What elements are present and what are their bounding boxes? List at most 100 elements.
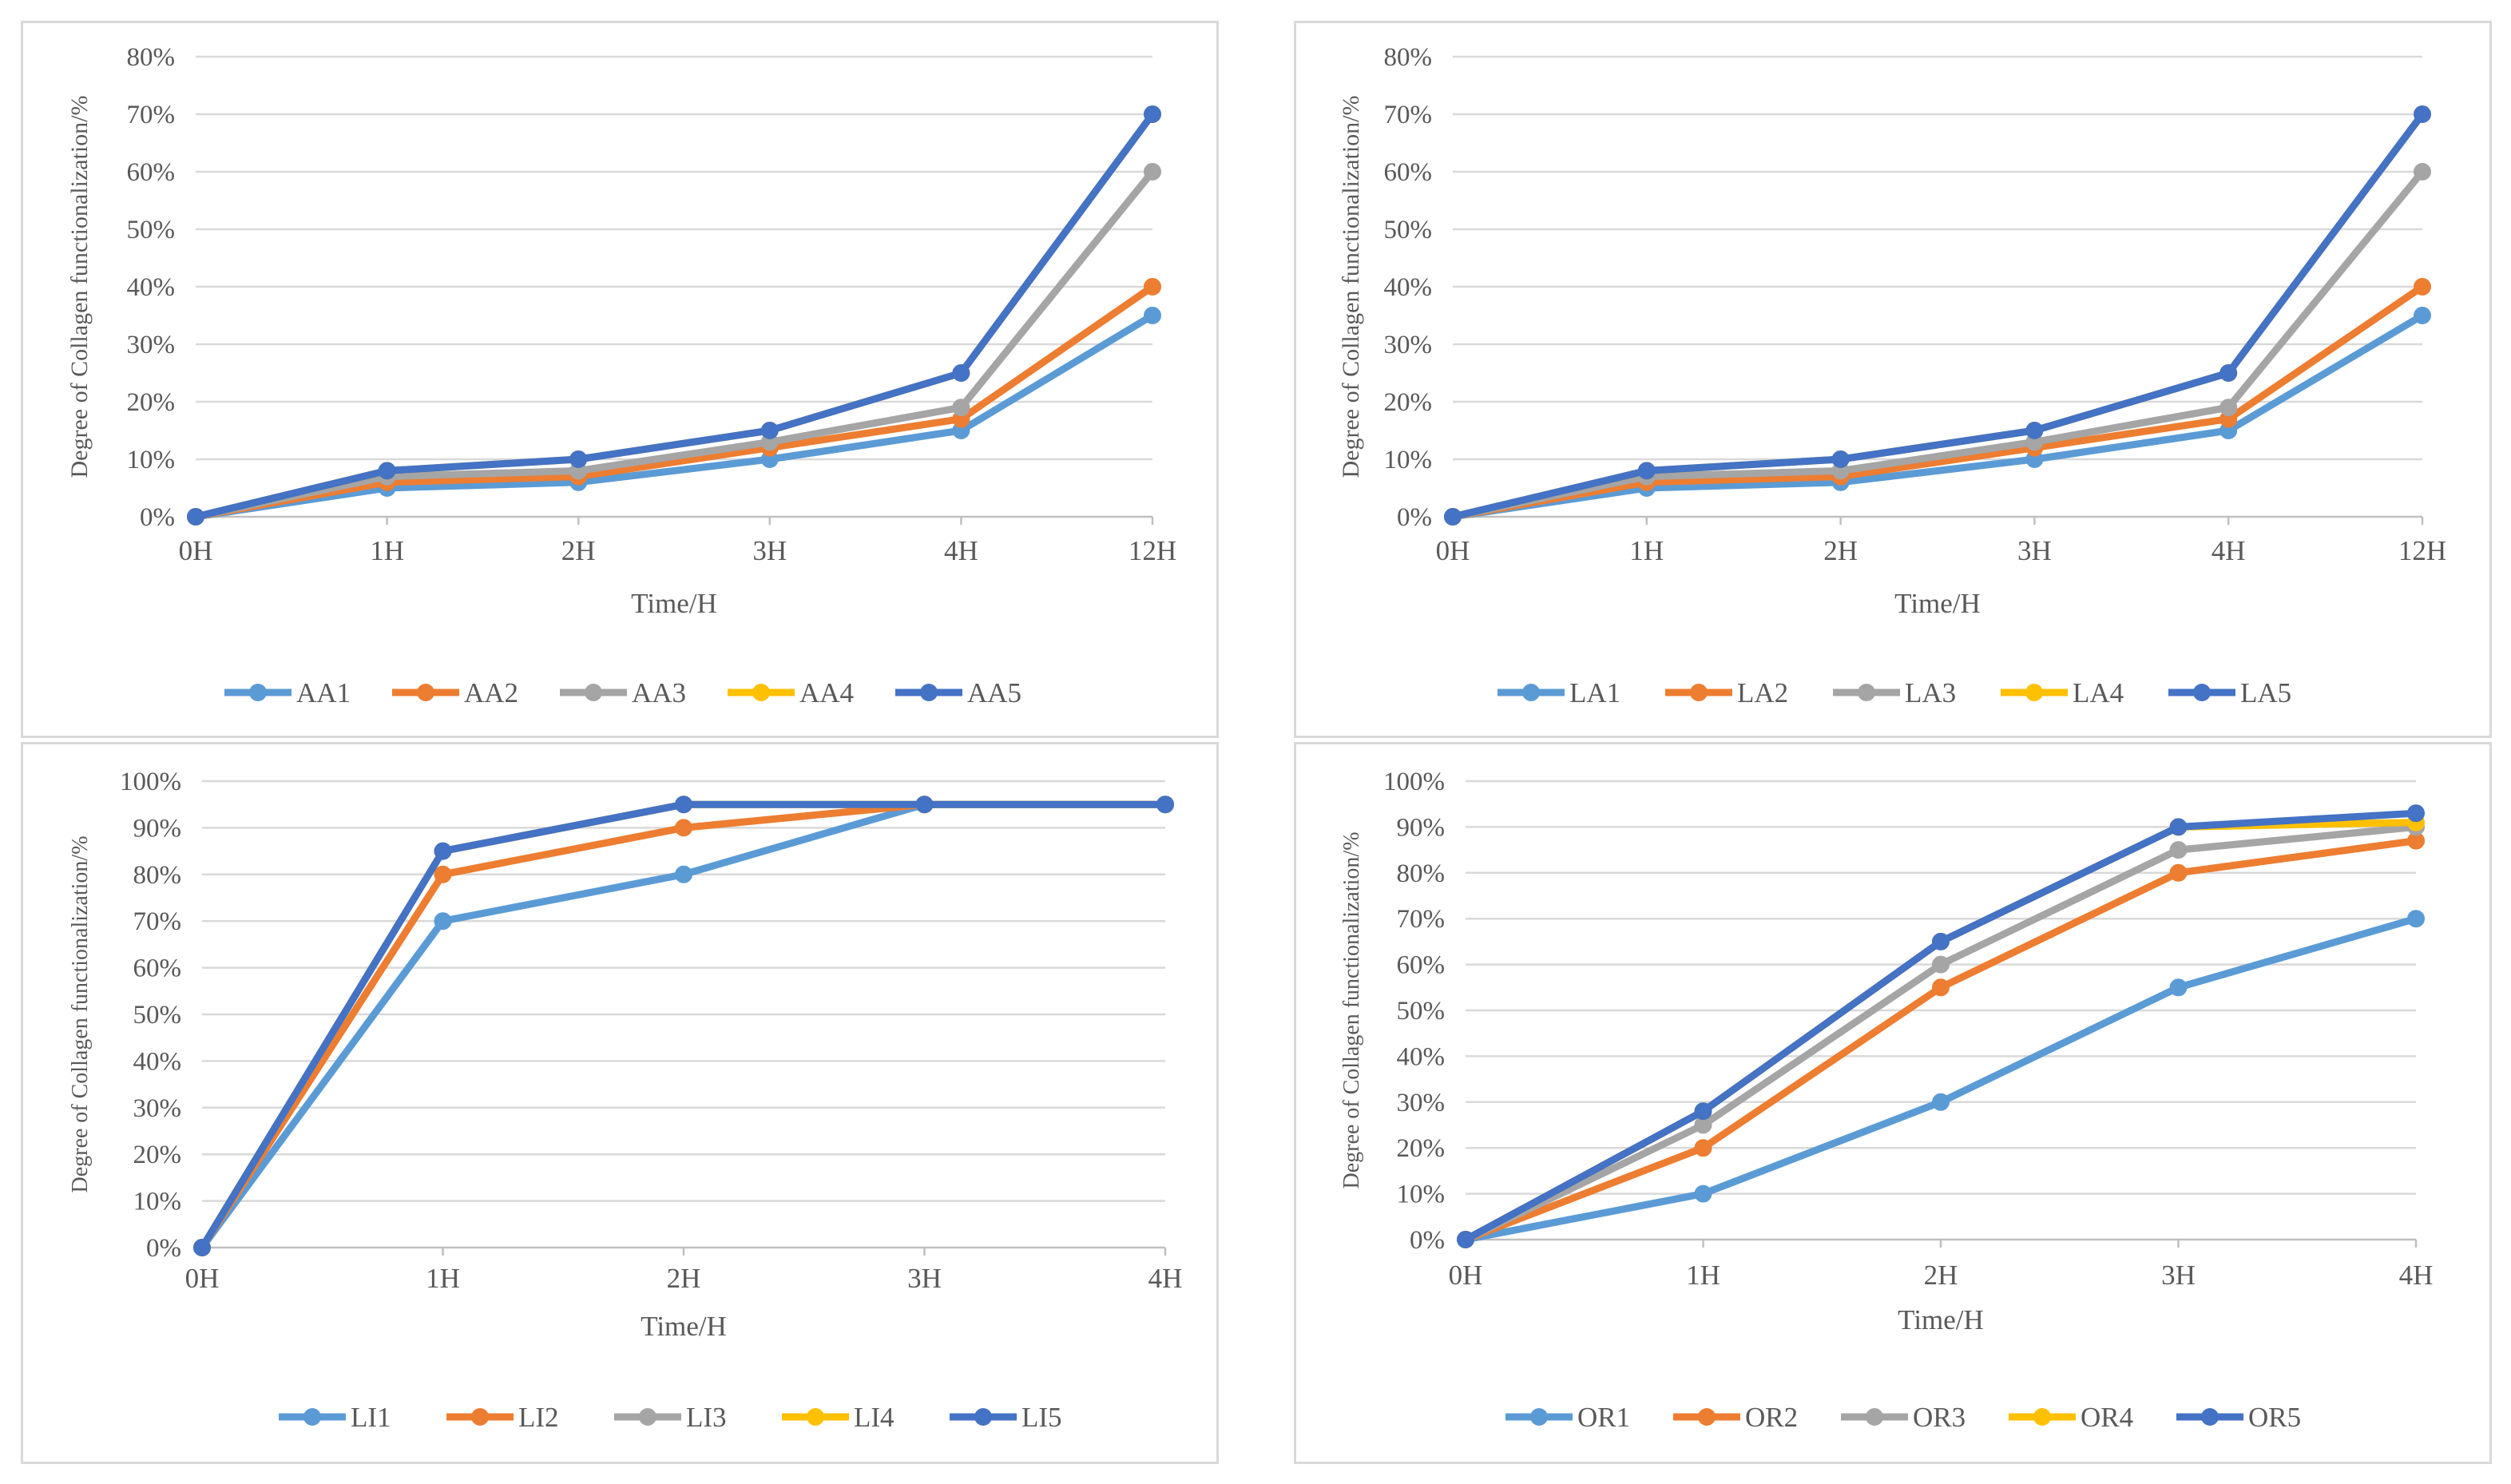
legend-marker: [1522, 684, 1540, 701]
data-point: [1457, 1231, 1474, 1248]
x-tick-label: 4H: [2399, 1260, 2434, 1291]
data-point: [675, 796, 692, 814]
legend-label: OR1: [1577, 1402, 1630, 1433]
y-tick-label: 40%: [1397, 1042, 1446, 1071]
y-tick-label: 40%: [133, 1047, 182, 1076]
y-tick-label: 90%: [133, 814, 182, 843]
y-axis-label: Degree of Collagen functionalization/%: [68, 835, 93, 1192]
x-tick-label: 0H: [1436, 535, 1470, 566]
y-tick-label: 50%: [1397, 997, 1446, 1026]
y-tick-label: 70%: [1384, 101, 1433, 129]
chart-aa: 0% 10% 20% 30% 40% 50% 60% 70% 80% 0H 1H 2H 3H 4H 12H T…: [66, 43, 1176, 708]
legend-marker: [1698, 1408, 1716, 1426]
y-tick-label: 30%: [1397, 1089, 1446, 1117]
y-tick-label: 10%: [1397, 1180, 1446, 1209]
legend-label: OR3: [1913, 1402, 1966, 1433]
legend-item: LA1: [1497, 677, 1620, 708]
x-tick-label: 0H: [179, 535, 213, 566]
y-tick-label: 70%: [1397, 905, 1446, 934]
x-axis-label: Time/H: [1898, 1304, 1984, 1335]
y-tick-label: 20%: [127, 388, 176, 417]
y-tick-label: 50%: [1384, 216, 1433, 244]
series-or2: [1457, 831, 2425, 1248]
data-point: [915, 796, 934, 814]
legend-marker: [2033, 1408, 2051, 1426]
legend-label: LI4: [854, 1402, 895, 1433]
data-point: [1694, 1102, 1712, 1121]
data-point: [2414, 105, 2431, 123]
legend-marker: [1858, 684, 1875, 701]
gridlines: [1451, 55, 2424, 525]
legend-label: LA3: [1905, 677, 1956, 708]
chart-or: 0% 10% 20% 30% 40% 50% 60% 70% 80% 90% 100% 0H 1H 2H 3…: [1339, 768, 2434, 1433]
data-point: [2407, 804, 2425, 823]
x-tick-label: 3H: [2161, 1260, 2196, 1291]
series-line: [1452, 284, 2425, 521]
data-point: [1156, 796, 1174, 814]
y-tick-label: 0%: [1410, 1226, 1445, 1255]
y-tick-label: 40%: [1384, 273, 1433, 302]
x-tick-label: 4H: [2212, 535, 2246, 566]
y-tick-label: 60%: [1384, 158, 1433, 187]
legend-marker: [2201, 1408, 2219, 1426]
legend-label: AA3: [632, 677, 686, 708]
data-point: [2407, 910, 2425, 928]
legend-item: AA5: [895, 677, 1021, 708]
x-tick-label: 2H: [1924, 1260, 1958, 1291]
data-point: [2414, 163, 2431, 181]
series-li5: [193, 796, 1174, 1256]
legend-marker: [2025, 684, 2043, 701]
data-point: [2414, 278, 2431, 296]
legend-marker: [1866, 1408, 1883, 1426]
y-axis-label: Degree of Collagen functionalization/%: [1338, 96, 1364, 478]
legend-item: LA5: [2168, 677, 2291, 708]
legend-item: OR3: [1841, 1402, 1966, 1433]
legend-item: LA4: [2001, 677, 2124, 708]
x-tick-label: 0H: [1449, 1260, 1483, 1291]
legend-item: LI3: [614, 1402, 727, 1433]
legend: LI1 LI2 LI3 LI4 LI5: [279, 1402, 1062, 1433]
y-axis-label: Degree of Collagen functionalization/%: [1339, 831, 1364, 1188]
series-line: [195, 284, 1155, 521]
chart-panel-aa: 0% 10% 20% 30% 40% 50% 60% 70% 80% 0H 1H 2H 3H 4H 12H T…: [21, 21, 1219, 738]
data-point: [187, 508, 204, 526]
data-point: [1694, 1139, 1712, 1157]
x-tick-label: 12H: [2398, 535, 2446, 566]
legend-label: LA1: [1569, 677, 1620, 708]
y-tick-label: 40%: [127, 273, 176, 302]
legend-label: AA1: [296, 677, 351, 708]
x-tick-label: 12H: [1129, 535, 1176, 566]
y-tick-label: 80%: [1384, 43, 1433, 72]
data-point: [1694, 1184, 1712, 1203]
x-axis-label: Time/H: [641, 1311, 727, 1342]
y-tick-label: 60%: [1397, 951, 1446, 980]
x-tick-label: 1H: [1629, 535, 1664, 566]
legend-item: OR4: [2009, 1402, 2133, 1433]
legend-item: LI1: [279, 1402, 391, 1433]
data-point: [1932, 955, 1950, 974]
series-line: [1464, 823, 2417, 1244]
series-line: [1452, 169, 2426, 521]
chart-panel-la: 0% 10% 20% 30% 40% 50% 60% 70% 80% 0H 1H 2H 3H 4H 12H T…: [1294, 21, 2492, 738]
legend: OR1 OR2 OR3 OR4 OR5: [1505, 1402, 2301, 1433]
y-tick-label: 50%: [127, 216, 176, 244]
legend-item: OR2: [1673, 1402, 1798, 1433]
legend-label: OR5: [2248, 1402, 2301, 1433]
legend-item: LA3: [1833, 677, 1956, 708]
y-tick-label: 100%: [1383, 768, 1445, 796]
data-point: [1144, 307, 1161, 324]
series-or5: [1457, 804, 2425, 1248]
legend-label: LA2: [1737, 677, 1788, 708]
y-tick-label: 20%: [1384, 388, 1433, 417]
legend-label: LI1: [351, 1402, 391, 1433]
x-tick-label: 1H: [426, 1263, 460, 1294]
legend-marker: [920, 684, 938, 701]
x-tick-label: 2H: [561, 535, 596, 566]
legend-label: OR2: [1745, 1402, 1798, 1433]
legend-marker: [807, 1408, 824, 1426]
data-point: [952, 364, 970, 382]
legend-label: LI2: [518, 1402, 559, 1433]
y-tick-label: 80%: [127, 43, 176, 72]
series-line: [1463, 809, 2417, 1243]
data-point: [1144, 105, 1161, 123]
